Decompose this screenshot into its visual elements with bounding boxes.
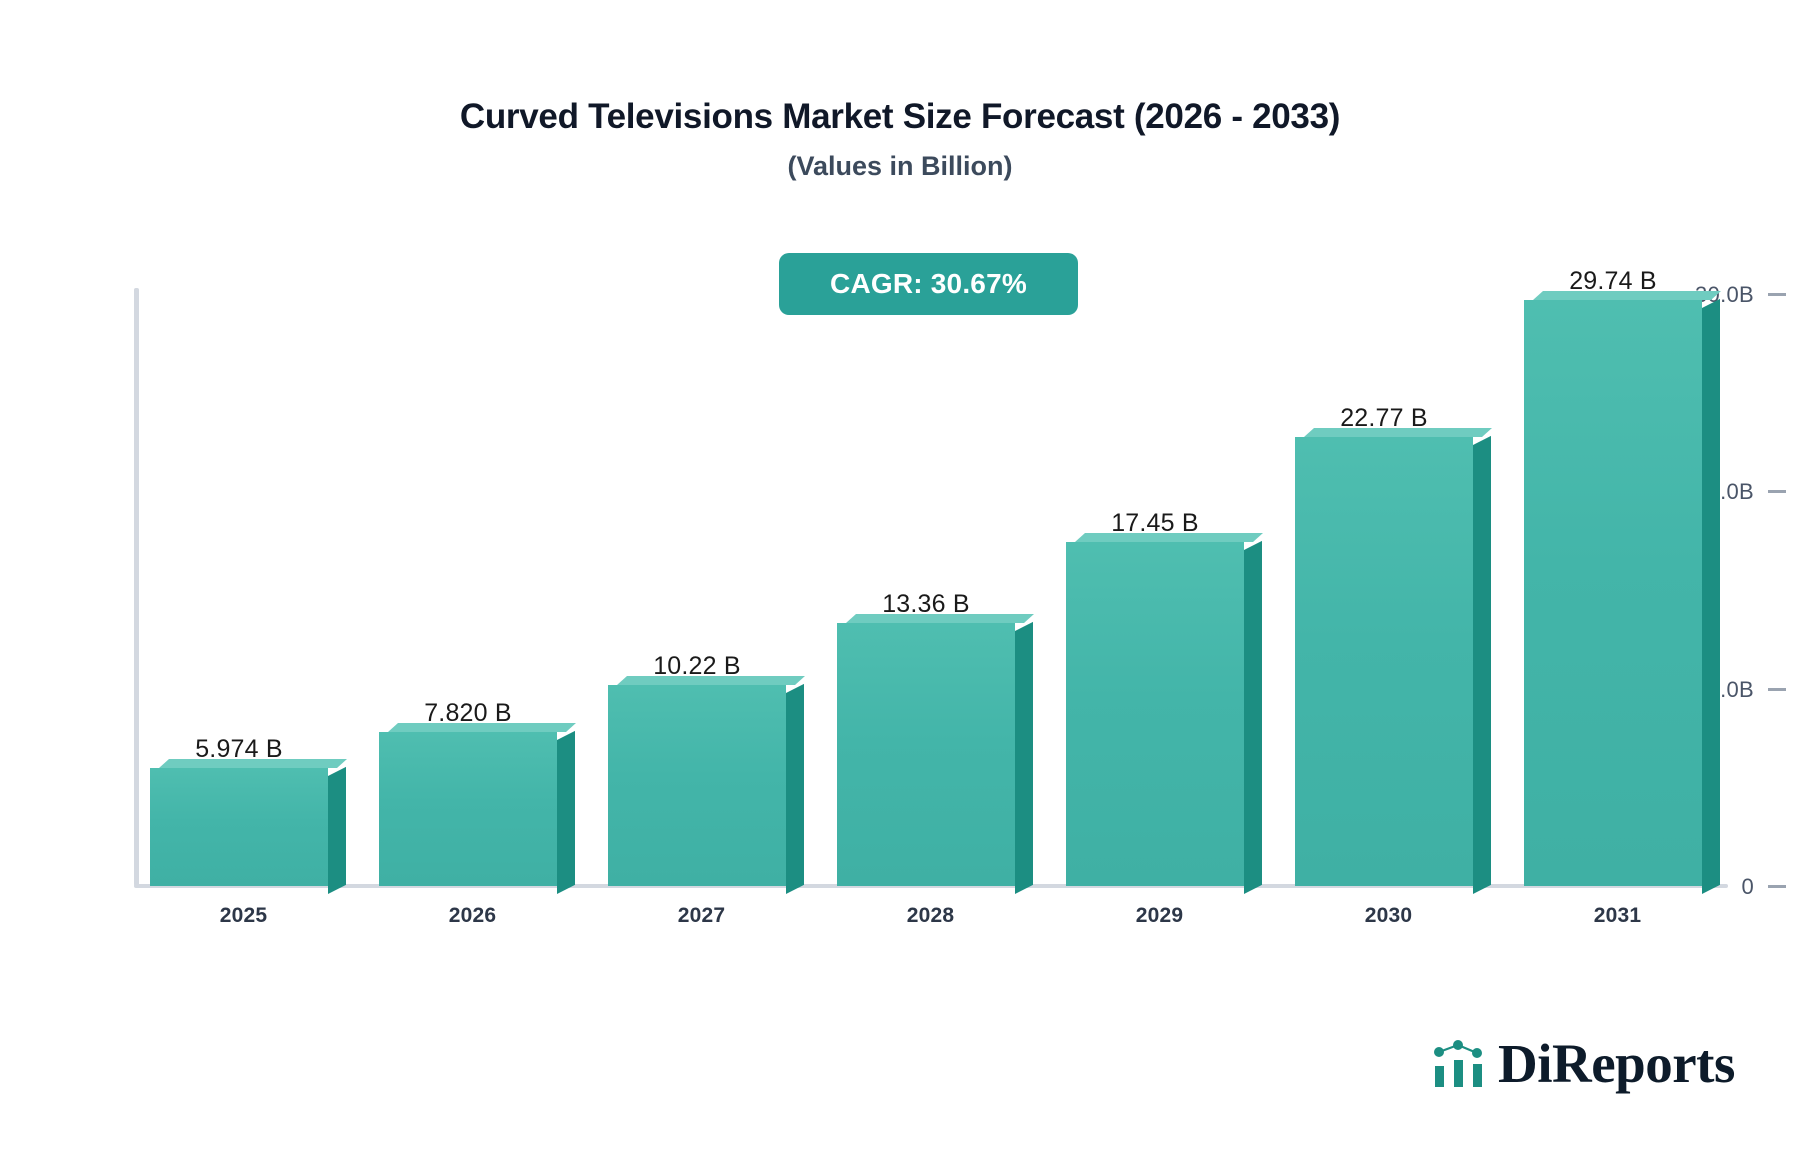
bar-value-2026: 7.820 B xyxy=(424,699,512,727)
bar-side xyxy=(1473,435,1491,894)
bar-side xyxy=(786,683,804,894)
bar-2029 xyxy=(1066,533,1263,894)
x-tick-label-2025: 2025 xyxy=(219,904,268,927)
x-tick-label-2026: 2026 xyxy=(448,904,497,927)
bar-front xyxy=(608,685,786,886)
bar-value-2027: 10.22 B xyxy=(653,652,741,680)
bar-side xyxy=(1702,298,1720,894)
x-tick-label-2031: 2031 xyxy=(1593,904,1642,927)
bar-value-2029: 17.45 B xyxy=(1111,509,1199,537)
bar-front xyxy=(150,768,328,886)
y-tick-dash-icon xyxy=(1768,490,1786,493)
bar-2025 xyxy=(150,759,347,894)
y-tick-dash-icon xyxy=(1768,293,1786,296)
x-tick-label-2029: 2029 xyxy=(1135,904,1184,927)
chart-title: Curved Televisions Market Size Forecast … xyxy=(459,97,1341,136)
bar-2026 xyxy=(379,723,576,894)
bar-side xyxy=(557,730,575,894)
x-tick-label-2027: 2027 xyxy=(677,904,726,927)
cagr-badge-label: CAGR: 30.67% xyxy=(830,268,1027,299)
bar-2027 xyxy=(608,676,805,894)
bar-front xyxy=(1524,300,1702,886)
bar-side xyxy=(328,766,346,894)
bar-chart-logo-icon xyxy=(1434,1039,1482,1087)
cagr-badge: CAGR: 30.67% xyxy=(779,253,1078,315)
logo-text: DiReports xyxy=(1498,1033,1735,1094)
bar-value-2030: 22.77 B xyxy=(1340,404,1428,432)
bar-value-2025: 5.974 B xyxy=(195,735,283,763)
y-tick-dash-icon xyxy=(1768,885,1786,888)
bar-2030 xyxy=(1295,428,1492,894)
bar-side xyxy=(1244,540,1262,894)
bar-value-2028: 13.36 B xyxy=(882,590,970,618)
bar-2031 xyxy=(1524,291,1721,894)
bar-2028 xyxy=(837,614,1034,894)
bar-front xyxy=(1295,437,1473,886)
bar-front xyxy=(1066,542,1244,886)
bar-front xyxy=(379,732,557,886)
y-tick-dash-icon xyxy=(1768,688,1786,691)
bar-front xyxy=(837,623,1015,886)
logo: DiReports xyxy=(1432,1036,1735,1091)
y-tick-label: 0 xyxy=(1741,873,1754,899)
chart-subtitle: (Values in Billion) xyxy=(787,151,1013,181)
x-tick-label-2030: 2030 xyxy=(1364,904,1413,927)
bar-value-2031: 29.74 B xyxy=(1569,267,1657,295)
x-axis-line xyxy=(134,884,1728,888)
title-block: Curved Televisions Market Size Forecast … xyxy=(0,95,1800,183)
x-tick-label-2028: 2028 xyxy=(906,904,955,927)
y-axis-line xyxy=(134,288,139,886)
y-tick-0: 0 xyxy=(1664,874,1800,899)
bar-side xyxy=(1015,621,1033,894)
